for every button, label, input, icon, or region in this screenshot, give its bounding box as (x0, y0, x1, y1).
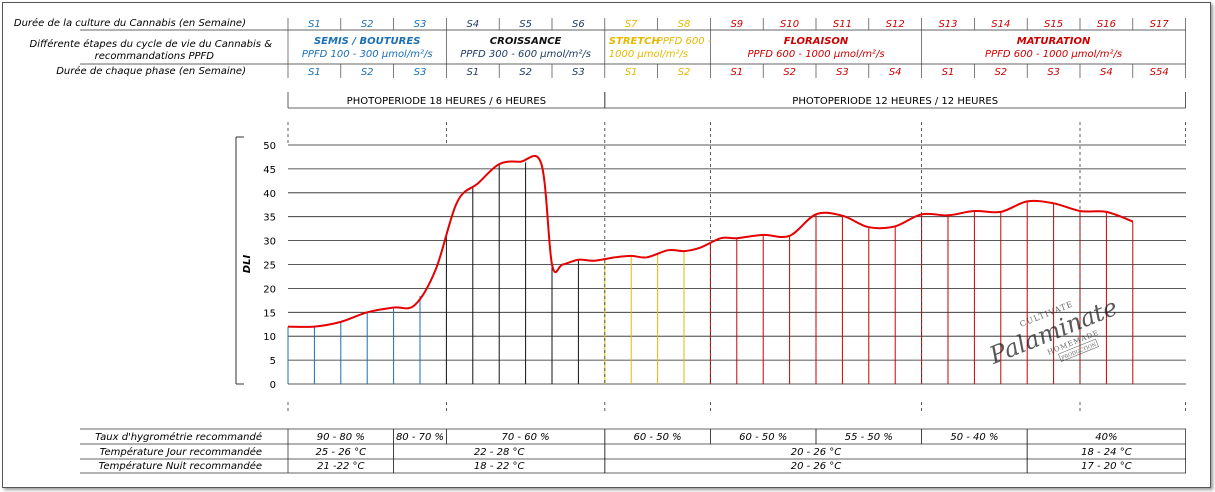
phase-ppfd: PPFD 300 - 600 µmol/m²/s (460, 49, 591, 60)
table-cell-value: 20 - 26 °C (791, 447, 842, 458)
table-cell-value: 40% (1095, 432, 1117, 443)
phase-week-label: S4 (1100, 67, 1113, 78)
photoperiod-label: PHOTOPERIODE 12 HEURES / 12 HEURES (792, 96, 998, 107)
phase-title: SEMIS / BOUTURES (314, 36, 420, 47)
y-tick-label: 30 (263, 237, 276, 248)
photoperiod-label: PHOTOPERIODE 18 HEURES / 6 HEURES (347, 96, 546, 107)
table-cell-value: 60 - 50 % (634, 432, 682, 443)
header-label-duration: Durée de la culture du Cannabis (en Sema… (14, 17, 246, 29)
week-label: S7 (625, 19, 638, 30)
table-cell-value: 90 - 80 % (317, 432, 365, 443)
table-cell-value: 22 - 28 °C (474, 447, 525, 458)
week-label: S8 (678, 19, 691, 30)
week-label: S11 (833, 19, 852, 30)
table-row-label: Température Nuit recommandée (99, 460, 262, 472)
phase-week-label: S2 (783, 67, 796, 78)
phase-ppfd: PPFD 100 - 300 µmol/m²/s (302, 49, 433, 60)
y-tick-label: 35 (263, 213, 276, 224)
recommendation-table: Taux d'hygrométrie recommandé 90 - 80 % 80… (80, 428, 1186, 474)
phase-week-label: S3 (572, 67, 585, 78)
y-tick-label: 15 (263, 308, 276, 319)
phase-title: CROISSANCE (490, 36, 562, 47)
phase-week-label: S3 (414, 67, 427, 78)
phase-week-label: S1 (625, 67, 638, 78)
phase-week-label: S2 (994, 67, 1007, 78)
table-cell-value: 17 - 20 °C (1081, 461, 1132, 472)
header-label-phase-duration: Durée de chaque phase (en Semaine) (56, 65, 246, 77)
table-cell-value: 21 -22 °C (317, 461, 364, 472)
phase-week-label: S1 (730, 67, 743, 78)
y-tick-label: 25 (263, 261, 276, 272)
y-tick-label: 45 (263, 165, 276, 176)
y-tick-label: 0 (270, 380, 276, 391)
phase-week-label: S1 (466, 67, 479, 78)
week-label: S3 (414, 19, 427, 30)
phase-title: MATURATION (1017, 36, 1091, 47)
table-row-label: Taux d'hygrométrie recommandé (95, 431, 262, 443)
week-label: S9 (730, 19, 743, 30)
phase-week-label: S4 (889, 67, 902, 78)
week-label: S14 (991, 19, 1010, 30)
week-label: S4 (466, 19, 479, 30)
y-tick-label: 20 (263, 284, 276, 295)
week-label: S2 (361, 19, 374, 30)
phase-ppfd: PPFD 600 - 1000 µmol/m²/s (985, 49, 1122, 60)
table-cell-value: 18 - 22 °C (474, 461, 525, 472)
y-axis-title: DLI (242, 255, 253, 274)
dli-chart: DLI 0 5 10 15 20 25 30 35 40 45 50 (235, 122, 1186, 414)
week-label: S5 (519, 19, 532, 30)
table-row-label: Température Jour recommandée (100, 446, 262, 458)
phase-ppfd: 1000 µmol/m²/s (609, 49, 688, 60)
table-cell-value: 60 - 50 % (739, 432, 787, 443)
photoperiod-brackets: PHOTOPERIODE 18 HEURES / 6 HEURES PHOTOPE… (287, 92, 1186, 109)
phase-week-label: S2 (361, 67, 374, 78)
header-label-ppfd: recommandations PPFD (95, 51, 215, 62)
table-cell-value: 50 - 40 % (950, 432, 998, 443)
phase-week-label: S2 (519, 67, 532, 78)
week-label: S1 (308, 19, 321, 30)
phase-week-label: S1 (308, 67, 321, 78)
table-cell-value: 80 - 70 % (396, 432, 444, 443)
week-label: S16 (1097, 19, 1116, 30)
table-cell-value: 25 - 26 °C (316, 447, 367, 458)
y-tick-label: 5 (270, 356, 276, 367)
week-label: S13 (938, 19, 957, 30)
table-cell-value: 70 - 60 % (502, 432, 550, 443)
dli-curve (287, 154, 1134, 328)
phase-week-label: S2 (678, 67, 691, 78)
week-label: S17 (1150, 19, 1170, 30)
table-cell-value: 20 - 26 °C (791, 461, 842, 472)
header-table: Durée de la culture du Cannabis (en Sema… (14, 17, 1186, 78)
watermark-badge (1058, 338, 1099, 362)
phase-week-label: S54 (1150, 67, 1169, 78)
phase-week-label: S1 (942, 67, 955, 78)
phase-ppfd: PPFD 600 - (657, 36, 712, 47)
week-label: S12 (886, 19, 905, 30)
y-tick-label: 50 (263, 141, 276, 152)
table-cell-value: 55 - 50 % (845, 432, 893, 443)
phase-week-label: S3 (836, 67, 849, 78)
y-tick-label: 40 (263, 189, 276, 200)
header-label-stages: Différente étapes du cycle de vie du Can… (30, 38, 273, 50)
phase-week-label: S3 (1047, 67, 1060, 78)
table-cell-value: 18 - 24 °C (1081, 447, 1132, 458)
week-label: S15 (1044, 19, 1063, 30)
week-label: S6 (572, 19, 585, 30)
phase-title: STRETCH (609, 36, 661, 47)
phase-title: FLORAISON (784, 36, 849, 47)
week-label: S10 (780, 19, 799, 30)
y-tick-label: 10 (263, 332, 276, 343)
watermark-text-main: Palaminate (985, 293, 1122, 370)
phase-ppfd: PPFD 600 - 1000 µmol/m²/s (747, 49, 884, 60)
